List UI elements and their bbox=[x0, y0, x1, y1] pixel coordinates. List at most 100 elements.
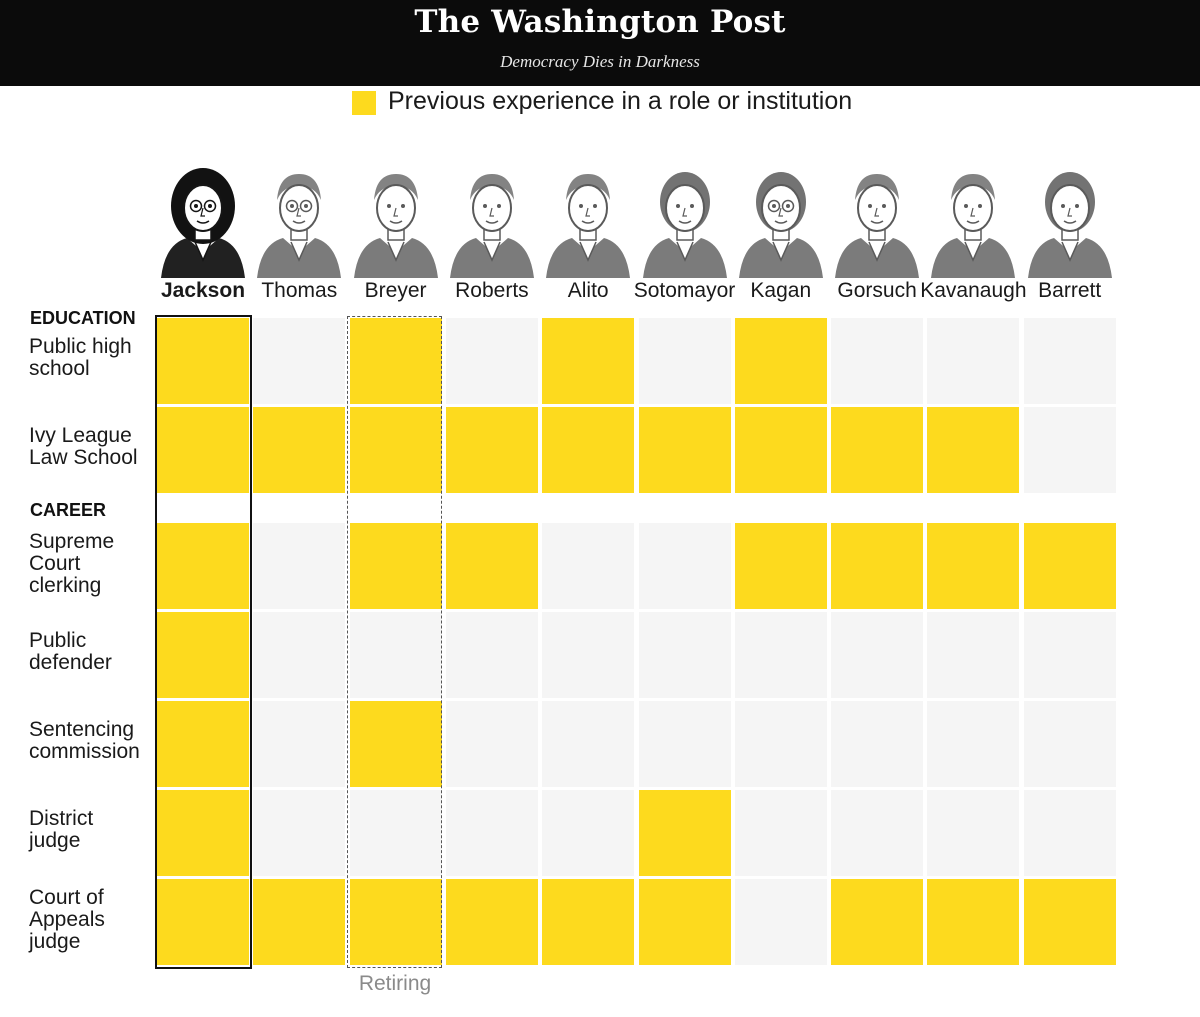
cell-empty bbox=[927, 790, 1020, 876]
justice-name: Roberts bbox=[455, 279, 529, 302]
portrait-illustration bbox=[546, 174, 631, 278]
portrait-alito bbox=[542, 160, 634, 278]
cell-empty bbox=[1023, 701, 1116, 787]
cell-empty bbox=[638, 523, 731, 609]
justice-name: Kagan bbox=[750, 279, 812, 302]
cell-empty bbox=[638, 612, 731, 698]
cell-empty bbox=[1023, 407, 1116, 493]
cell-empty bbox=[734, 612, 827, 698]
cell-empty bbox=[831, 318, 924, 404]
cell-filled bbox=[638, 790, 731, 876]
cell-filled bbox=[831, 523, 924, 609]
cell-filled bbox=[349, 407, 442, 493]
cell-filled bbox=[831, 407, 924, 493]
cell-filled bbox=[542, 879, 635, 965]
masthead-logo[interactable]: The Washington Post bbox=[414, 4, 786, 40]
portrait-gorsuch bbox=[831, 160, 923, 278]
portrait-jackson bbox=[157, 160, 249, 278]
masthead: The Washington Post Democracy Dies in Da… bbox=[0, 0, 1200, 86]
cell-empty bbox=[927, 612, 1020, 698]
cell-empty bbox=[445, 701, 538, 787]
featured-justice-frame bbox=[155, 315, 252, 969]
row-label: Public defender bbox=[29, 629, 112, 674]
cell-filled bbox=[157, 701, 249, 787]
cell-empty bbox=[542, 523, 635, 609]
retiring-label: Retiring bbox=[358, 972, 432, 995]
portrait-illustration bbox=[449, 174, 534, 278]
row-label: Public high school bbox=[29, 335, 132, 380]
portrait-illustration bbox=[1027, 172, 1112, 278]
cell-filled bbox=[445, 879, 538, 965]
portrait-thomas bbox=[253, 160, 345, 278]
cell-empty bbox=[638, 318, 731, 404]
cell-filled bbox=[638, 879, 731, 965]
row-label: Ivy League Law School bbox=[29, 424, 138, 469]
cell-empty bbox=[253, 523, 346, 609]
cell-empty bbox=[445, 612, 538, 698]
cell-empty bbox=[831, 612, 924, 698]
cell-empty bbox=[253, 701, 346, 787]
portrait-roberts bbox=[446, 160, 538, 278]
row-label: District judge bbox=[29, 807, 94, 852]
cell-filled bbox=[445, 523, 538, 609]
portrait-illustration bbox=[738, 172, 823, 278]
legend-swatch bbox=[352, 91, 376, 115]
cell-empty bbox=[253, 318, 346, 404]
cell-empty bbox=[1023, 790, 1116, 876]
justice-name: Sotomayor bbox=[633, 279, 736, 302]
portrait-illustration bbox=[161, 168, 245, 278]
cell-empty bbox=[927, 318, 1020, 404]
cell-filled bbox=[253, 407, 346, 493]
cell-filled bbox=[927, 879, 1020, 965]
cell-filled bbox=[542, 318, 635, 404]
cell-filled bbox=[927, 523, 1020, 609]
legend-label: Previous experience in a role or institu… bbox=[388, 87, 853, 115]
justice-name: Breyer bbox=[364, 279, 427, 302]
justice-name: Gorsuch bbox=[837, 279, 917, 302]
cell-empty bbox=[445, 318, 538, 404]
cell-filled bbox=[349, 879, 442, 965]
justice-name: Jackson bbox=[160, 279, 246, 302]
portrait-illustration bbox=[835, 174, 920, 278]
portrait-illustration bbox=[931, 174, 1016, 278]
cell-empty bbox=[253, 612, 346, 698]
portrait-breyer bbox=[350, 160, 442, 278]
cell-empty bbox=[638, 701, 731, 787]
justice-name: Thomas bbox=[261, 279, 338, 302]
masthead-tagline: Democracy Dies in Darkness bbox=[500, 52, 700, 71]
portrait-sotomayor bbox=[639, 160, 731, 278]
portrait-illustration bbox=[353, 174, 438, 278]
portrait-kagan bbox=[735, 160, 827, 278]
cell-filled bbox=[542, 407, 635, 493]
cell-filled bbox=[734, 523, 827, 609]
row-label: Sentencing commission bbox=[29, 718, 140, 763]
cell-empty bbox=[542, 701, 635, 787]
cell-empty bbox=[1023, 318, 1116, 404]
cell-filled bbox=[927, 407, 1020, 493]
justice-name: Barrett bbox=[1038, 279, 1102, 302]
cell-filled bbox=[734, 318, 827, 404]
justice-name: Alito bbox=[567, 279, 609, 302]
row-label: Court of Appeals judge bbox=[29, 886, 105, 953]
cell-empty bbox=[542, 790, 635, 876]
retiring-justice-frame bbox=[347, 316, 442, 968]
cell-filled bbox=[638, 407, 731, 493]
cell-empty bbox=[445, 790, 538, 876]
cell-filled bbox=[1023, 879, 1116, 965]
cell-empty bbox=[734, 879, 827, 965]
cell-empty bbox=[831, 790, 924, 876]
cell-empty bbox=[831, 701, 924, 787]
cell-filled bbox=[734, 407, 827, 493]
cell-empty bbox=[253, 790, 346, 876]
cell-filled bbox=[157, 523, 249, 609]
cell-empty bbox=[734, 701, 827, 787]
cell-filled bbox=[157, 612, 249, 698]
cell-filled bbox=[253, 879, 346, 965]
cell-filled bbox=[157, 790, 249, 876]
portrait-illustration bbox=[642, 172, 727, 278]
section-label: CAREER bbox=[30, 500, 107, 520]
cell-filled bbox=[349, 318, 442, 404]
row-label: Supreme Court clerking bbox=[29, 530, 115, 597]
cell-empty bbox=[349, 790, 442, 876]
cell-empty bbox=[542, 612, 635, 698]
